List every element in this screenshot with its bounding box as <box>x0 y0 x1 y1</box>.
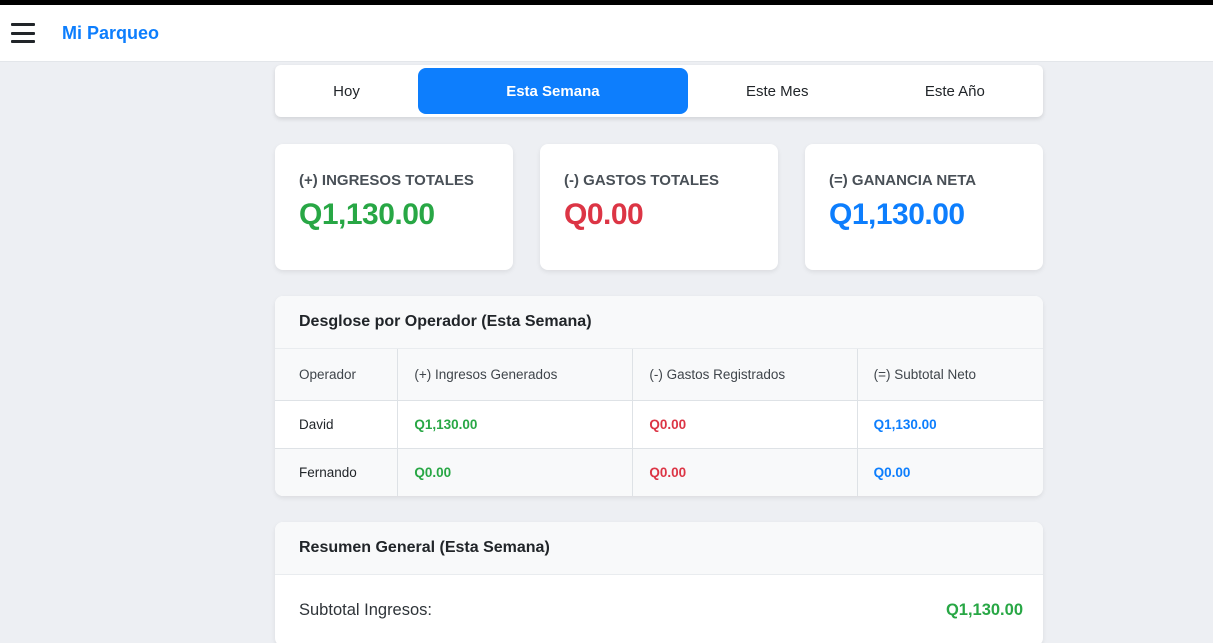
app-header: Mi Parqueo <box>0 5 1213 62</box>
tab-este-mes[interactable]: Este Mes <box>688 65 867 117</box>
col-ingresos: (+) Ingresos Generados <box>397 349 633 401</box>
card-label: (-) GASTOS TOTALES <box>564 172 720 189</box>
cell-gastos: Q0.00 <box>632 400 858 449</box>
top-black-strip <box>0 0 1213 5</box>
col-gastos: (-) Gastos Registrados <box>632 349 858 401</box>
operator-table: Operador (+) Ingresos Generados (-) Gast… <box>275 349 1043 496</box>
panel-title: Resumen General (Esta Semana) <box>275 522 1043 575</box>
tab-hoy[interactable]: Hoy <box>275 65 418 117</box>
main-content: Hoy Esta Semana Este Mes Este Año (+) IN… <box>275 65 1043 643</box>
period-tabs: Hoy Esta Semana Este Mes Este Año <box>275 65 1043 117</box>
card-ganancia-neta: (=) GANANCIA NETA Q1,130.00 <box>805 144 1043 270</box>
card-label: (=) GANANCIA NETA <box>829 172 977 189</box>
col-subtotal: (=) Subtotal Neto <box>856 349 1043 401</box>
table-header-row: Operador (+) Ingresos Generados (-) Gast… <box>275 349 1043 401</box>
app-title: Mi Parqueo <box>62 22 160 43</box>
summary-cards-row: (+) INGRESOS TOTALES Q1,130.00 (-) GASTO… <box>275 144 1043 270</box>
card-value: Q0.00 <box>564 198 644 231</box>
cell-subtotal: Q1,130.00 <box>856 400 1043 449</box>
resumen-general-panel: Resumen General (Esta Semana) Subtotal I… <box>275 522 1043 643</box>
cell-subtotal: Q0.00 <box>856 448 1043 496</box>
col-operador: Operador <box>275 349 398 401</box>
table-row: David Q1,130.00 Q0.00 Q1,130.00 <box>275 400 1043 449</box>
tab-esta-semana[interactable]: Esta Semana <box>418 68 688 114</box>
operator-breakdown-panel: Desglose por Operador (Esta Semana) Oper… <box>275 296 1043 496</box>
card-gastos-totales: (-) GASTOS TOTALES Q0.00 <box>540 144 778 270</box>
resumen-label: Subtotal Ingresos: <box>299 601 432 619</box>
tab-este-ano[interactable]: Este Año <box>867 65 1043 117</box>
menu-icon[interactable] <box>11 23 35 43</box>
card-ingresos-totales: (+) INGRESOS TOTALES Q1,130.00 <box>275 144 513 270</box>
card-value: Q1,130.00 <box>829 198 965 231</box>
table-row: Fernando Q0.00 Q0.00 Q0.00 <box>275 448 1043 496</box>
resumen-row-subtotal-ingresos: Subtotal Ingresos: Q1,130.00 <box>275 575 1043 643</box>
cell-gastos: Q0.00 <box>632 448 858 496</box>
cell-ingresos: Q0.00 <box>397 448 633 496</box>
panel-title: Desglose por Operador (Esta Semana) <box>275 296 1043 349</box>
cell-operador: David <box>299 417 334 432</box>
card-label: (+) INGRESOS TOTALES <box>299 172 474 189</box>
cell-ingresos: Q1,130.00 <box>397 400 633 449</box>
cell-operador: Fernando <box>275 448 398 496</box>
resumen-value: Q1,130.00 <box>945 601 1023 619</box>
card-value: Q1,130.00 <box>299 198 435 231</box>
